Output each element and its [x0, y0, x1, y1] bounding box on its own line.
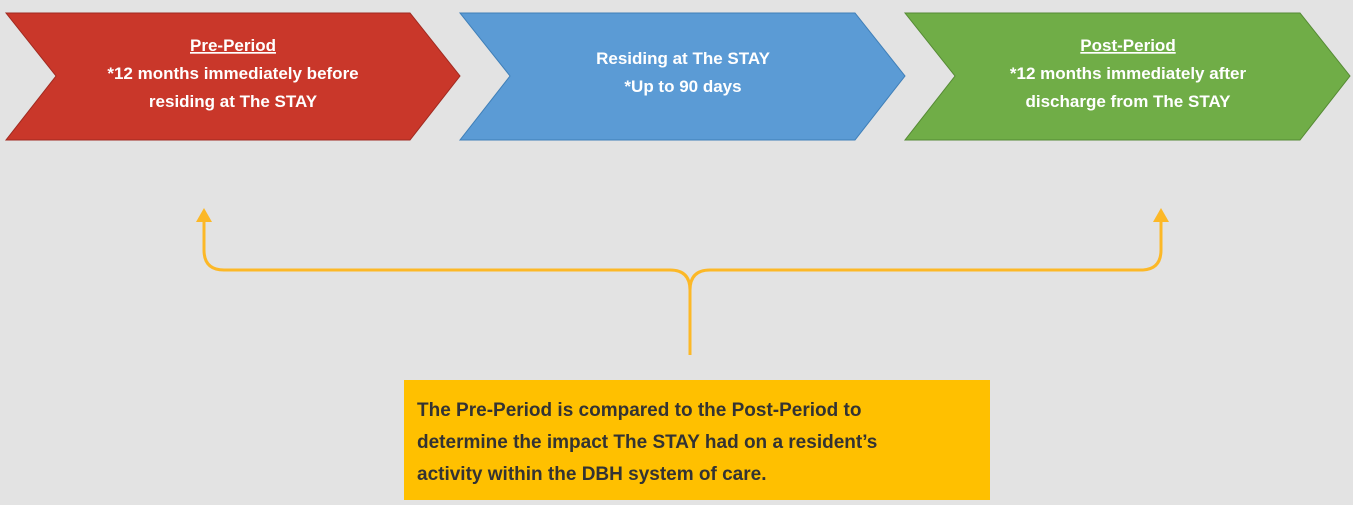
- stage-text: *12 months immediately before: [107, 64, 358, 83]
- arrow-pre: [4, 12, 461, 141]
- stage-title: Post-Period: [1080, 36, 1175, 55]
- arrow-stay: [458, 12, 906, 141]
- note-box: [404, 380, 990, 500]
- stage-text: discharge from The STAY: [1026, 92, 1232, 111]
- arrowhead: [1153, 208, 1169, 222]
- note-text: activity within the DBH system of care.: [417, 464, 767, 485]
- arrow-post: [903, 12, 1351, 141]
- stage-title: Pre-Period: [190, 36, 276, 55]
- stage-text: *Up to 90 days: [624, 77, 741, 96]
- stage-title: Residing at The STAY: [596, 49, 770, 68]
- stage-text: residing at The STAY: [149, 92, 318, 111]
- note-text: determine the impact The STAY had on a r…: [417, 432, 877, 453]
- stage-text: *12 months immediately after: [1010, 64, 1247, 83]
- arrowhead: [196, 208, 212, 222]
- note-text: The Pre-Period is compared to the Post-P…: [417, 400, 861, 421]
- brace: [202, 215, 1163, 355]
